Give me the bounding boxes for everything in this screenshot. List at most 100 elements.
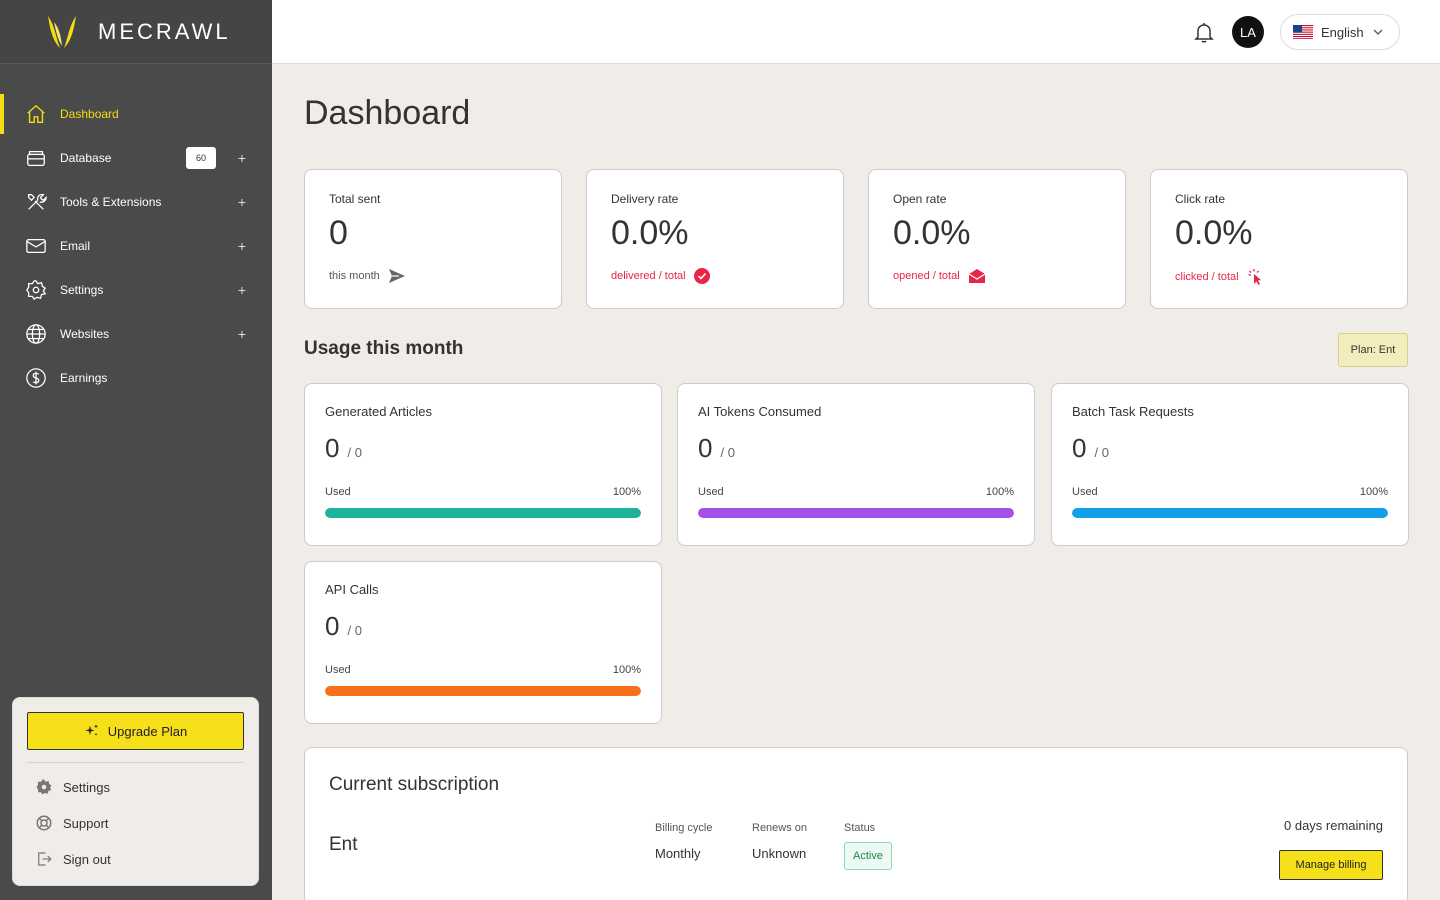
subscription-title: Current subscription (329, 774, 500, 795)
bell-icon[interactable] (1192, 20, 1216, 44)
footer-sign-out-link[interactable]: Sign out (27, 841, 244, 877)
plan-badge: Plan: Ent (1338, 333, 1408, 367)
used-label: Used (698, 486, 724, 498)
stat-card-open-rate: Open rate 0.0% opened / total (868, 169, 1126, 309)
footer-support-link[interactable]: Support (27, 805, 244, 841)
renews-on-value: Unknown (752, 846, 807, 861)
renews-on: Renews on Unknown (752, 822, 807, 861)
footer-link-label: Support (63, 815, 109, 831)
stat-value: 0.0% (1175, 214, 1253, 252)
usage-card-generated-articles: Generated Articles 0 / 0 Used 100% (304, 383, 662, 546)
mail-icon (24, 234, 48, 258)
usage-progress-fill (698, 508, 1014, 518)
usage-total: / 0 (1094, 445, 1109, 460)
manage-billing-button[interactable]: Manage billing (1279, 850, 1383, 880)
chevron-down-icon (1373, 29, 1383, 35)
billing-cycle-value: Monthly (655, 846, 701, 861)
expand-plus-icon[interactable]: + (237, 238, 247, 254)
usage-progress-bar (325, 508, 641, 518)
globe-icon (24, 322, 48, 346)
footer-link-label: Sign out (63, 851, 111, 867)
footer-link-label: Settings (63, 779, 110, 795)
sign-out-icon (38, 852, 52, 866)
upgrade-plan-button[interactable]: Upgrade Plan (27, 712, 244, 750)
sidebar-item-tools-extensions[interactable]: Tools & Extensions + (0, 180, 272, 224)
usage-percent: 100% (1359, 486, 1388, 498)
status: Status Active (844, 822, 892, 870)
sidebar-item-email[interactable]: Email + (0, 224, 272, 268)
sidebar-item-dashboard[interactable]: Dashboard (0, 92, 272, 136)
renews-on-label: Renews on (752, 822, 808, 834)
avatar[interactable]: LA (1232, 16, 1264, 48)
stat-sub-text: this month (329, 270, 380, 282)
usage-progress-bar (698, 508, 1014, 518)
footer-settings-link[interactable]: Settings (27, 769, 244, 805)
sidebar-item-label: Settings (60, 283, 104, 297)
sidebar: MECRAWL Dashboard Database 60 + Tools & … (0, 0, 272, 900)
sidebar-item-label: Earnings (60, 371, 108, 385)
stat-value: 0 (329, 214, 348, 252)
usage-row: Used 100% (1072, 486, 1388, 498)
usage-percent: 100% (612, 486, 641, 498)
usage-total: / 0 (720, 445, 735, 460)
sidebar-item-database[interactable]: Database 60 + (0, 136, 272, 180)
sidebar-item-settings[interactable]: Settings + (0, 268, 272, 312)
billing-cycle-label: Billing cycle (655, 822, 713, 834)
stat-card-click-rate: Click rate 0.0% clicked / total (1150, 169, 1408, 309)
stat-sub-text: opened / total (893, 270, 960, 282)
usage-number: 0 (325, 433, 340, 463)
database-icon (24, 146, 48, 170)
sidebar-item-earnings[interactable]: Earnings (0, 356, 272, 400)
sidebar-footer-panel: Upgrade Plan Settings Support Sign out (12, 697, 259, 886)
usage-progress-fill (325, 508, 641, 518)
usage-card-batch-task-requests: Batch Task Requests 0 / 0 Used 100% (1051, 383, 1409, 546)
dollar-icon (24, 366, 48, 390)
pointer-click-icon (1248, 269, 1261, 285)
stat-sub: delivered / total (611, 268, 819, 284)
brand-name: MECRAWL (98, 18, 231, 44)
usage-label: Generated Articles (325, 404, 432, 419)
sidebar-nav: Dashboard Database 60 + Tools & Extensio… (0, 92, 272, 400)
usage-progress-bar (1072, 508, 1388, 518)
days-remaining: 0 days remaining (1284, 818, 1383, 833)
stat-value: 0.0% (611, 214, 689, 252)
usage-row: Used 100% (325, 486, 641, 498)
language-select[interactable]: English (1280, 14, 1400, 50)
sparkle-icon (85, 724, 98, 736)
usage-value: 0 / 0 (1072, 433, 1388, 464)
tools-icon (24, 190, 48, 214)
expand-plus-icon[interactable]: + (237, 194, 247, 210)
stat-sub: opened / total (893, 268, 1101, 284)
database-count-badge: 60 (186, 147, 216, 169)
expand-plus-icon[interactable]: + (237, 150, 247, 166)
expand-plus-icon[interactable]: + (237, 326, 247, 342)
brand[interactable]: MECRAWL (0, 0, 272, 64)
stat-sub: this month (329, 268, 537, 284)
sidebar-item-websites[interactable]: Websites + (0, 312, 272, 356)
usage-number: 0 (325, 611, 340, 641)
stat-label: Total sent (329, 192, 381, 206)
usage-total: / 0 (347, 445, 362, 460)
usage-label: Batch Task Requests (1072, 404, 1194, 419)
stat-label: Delivery rate (611, 192, 679, 206)
usage-value: 0 / 0 (325, 611, 641, 642)
open-envelope-icon (968, 269, 985, 283)
sidebar-item-label: Websites (60, 327, 110, 341)
usage-progress-fill (1072, 508, 1388, 518)
usage-percent: 100% (612, 664, 641, 676)
usage-row: Used 100% (325, 664, 641, 676)
usage-section-title: Usage this month (304, 338, 464, 359)
subscription-plan-name: Ent (329, 834, 358, 855)
used-label: Used (1072, 486, 1098, 498)
stat-sub-text: clicked / total (1175, 271, 1239, 283)
page-title: Dashboard (304, 94, 471, 132)
usage-label: AI Tokens Consumed (698, 404, 822, 419)
usage-number: 0 (1072, 433, 1087, 463)
stat-value: 0.0% (893, 214, 971, 252)
lifebuoy-icon (36, 815, 52, 831)
expand-plus-icon[interactable]: + (237, 282, 247, 298)
send-icon (388, 269, 405, 283)
sidebar-item-label: Tools & Extensions (60, 195, 162, 209)
sidebar-item-label: Database (60, 151, 112, 165)
stat-sub-text: delivered / total (611, 270, 686, 282)
